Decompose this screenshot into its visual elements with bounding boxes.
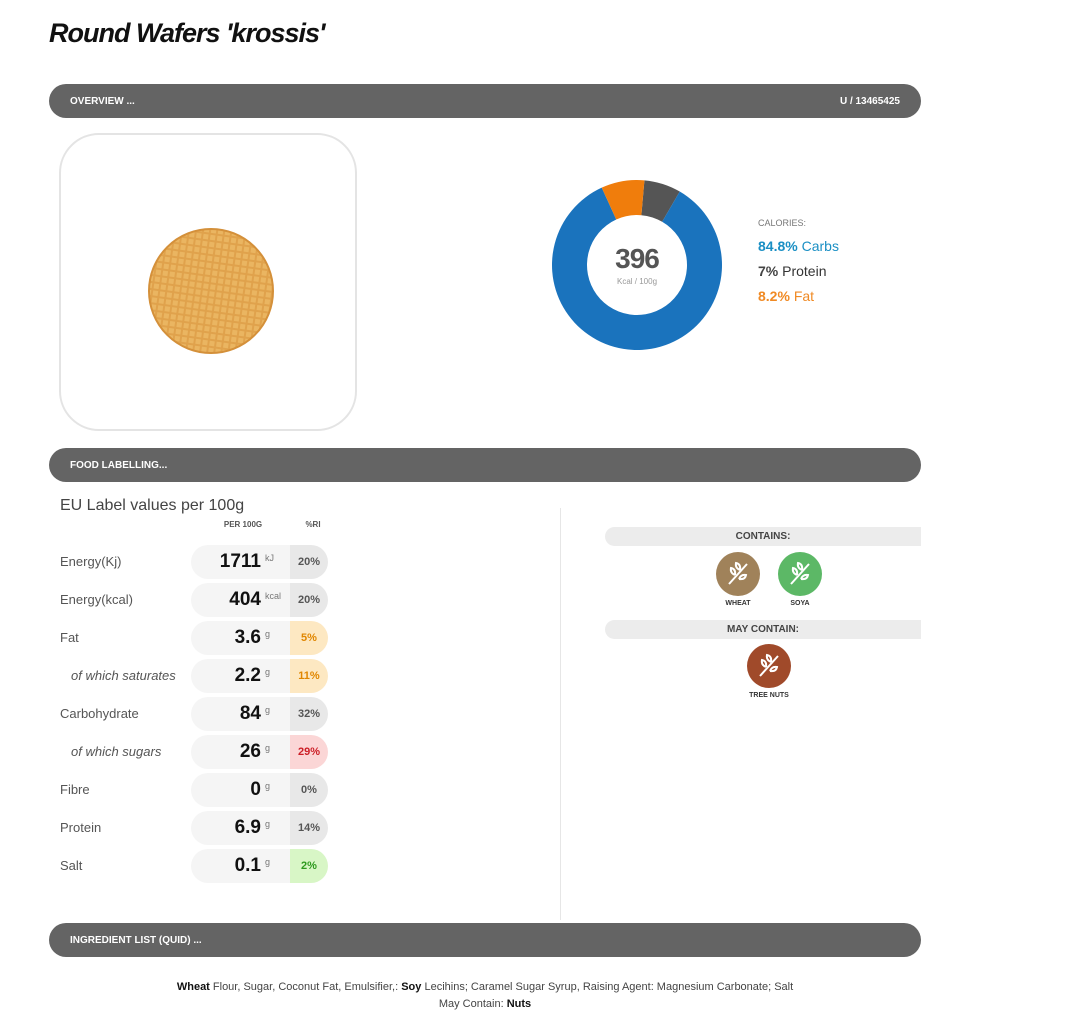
amount-cell	[191, 545, 290, 579]
allergen-label: SOYA	[790, 600, 810, 607]
nutrient-label: Carbohydrate	[60, 706, 139, 721]
amount-cell	[191, 811, 290, 845]
contains-bar: CONTAINS:	[605, 527, 921, 546]
may-contain-line: May Contain: Nuts	[0, 998, 970, 1010]
nutrient-label: Fat	[60, 630, 79, 645]
allergen-label: WHEAT	[725, 600, 751, 607]
ri-value: 20%	[290, 545, 328, 579]
icon-glyph	[759, 653, 779, 677]
calorie-total: 396	[615, 243, 659, 274]
legend-name: Fat	[793, 288, 815, 304]
amount-unit: g	[265, 781, 271, 791]
amount-cell	[191, 773, 290, 807]
ri-value: 2%	[290, 849, 328, 883]
amount-value: 84	[239, 703, 261, 724]
amount-value: 404	[229, 589, 261, 610]
legend-name: Carbs	[801, 238, 839, 254]
amount-unit: g	[265, 819, 271, 829]
amount-unit: g	[265, 857, 271, 867]
ingredient-text: Flour, Sugar, Coconut Fat, Emulsifier,:	[209, 981, 402, 993]
amount-unit: g	[265, 629, 271, 639]
nutrient-label: Energy(Kj)	[60, 554, 122, 569]
ri-value: 14%	[290, 811, 328, 845]
legend-entry: 7% Protein	[758, 263, 826, 279]
amount-unit: g	[265, 743, 271, 753]
allergen-icon	[778, 552, 822, 596]
donut-segment	[601, 180, 645, 220]
section-heading: INGREDIENT LIST (QUID) ...	[70, 935, 202, 946]
legend-entry: 8.2% Fat	[758, 288, 814, 304]
nutrient-label: Fibre	[60, 782, 90, 797]
nutrient-label: Energy(kcal)	[60, 592, 133, 607]
amount-cell	[191, 697, 290, 731]
column-header: %RI	[305, 520, 321, 529]
product-title: Round Wafers 'krossis'	[49, 18, 325, 48]
amount-value: 0.1	[234, 855, 261, 876]
donut-segment	[552, 187, 722, 350]
ingredient-text: Nuts	[506, 998, 532, 1010]
ri-value: 5%	[290, 621, 328, 655]
amount-value: 6.9	[234, 817, 261, 838]
ingredient-line: Wheat Flour, Sugar, Coconut Fat, Emulsif…	[0, 981, 970, 993]
amount-cell	[191, 583, 290, 617]
amount-unit: kcal	[265, 591, 282, 601]
amount-value: 0	[250, 779, 261, 800]
amount-unit: g	[265, 667, 271, 677]
section-bar: OVERVIEW ... U / 13465425	[49, 84, 921, 118]
allergen-label: TREE NUTS	[749, 692, 789, 699]
legend-value: 84.8%	[758, 238, 798, 254]
ri-value: 29%	[290, 735, 328, 769]
amount-cell	[191, 621, 290, 655]
amount-value: 2.2	[234, 665, 261, 686]
product-image	[148, 228, 274, 354]
may-contain-bar: MAY CONTAIN:	[605, 620, 921, 639]
section-heading: FOOD LABELLING...	[70, 460, 168, 471]
legend-name: Protein	[782, 263, 827, 279]
calorie-unit: Kcal / 100g	[617, 277, 657, 286]
section-heading: OVERVIEW ...	[70, 96, 135, 107]
allergen-icon	[716, 552, 760, 596]
amount-unit: g	[265, 705, 271, 715]
legend-value: 7%	[758, 263, 779, 279]
ingredient-text: Wheat	[176, 981, 210, 993]
amount-value: 1711	[219, 551, 261, 572]
ri-value: 20%	[290, 583, 328, 617]
ingredient-text: May Contain:	[438, 998, 507, 1010]
table-subtitle: EU Label values per 100g	[60, 497, 245, 514]
ri-value: 32%	[290, 697, 328, 731]
amount-value: 3.6	[234, 627, 261, 648]
product-code: U / 13465425	[839, 96, 900, 107]
calorie-donut: 396 Kcal / 100g	[552, 180, 722, 350]
ri-value: 0%	[290, 773, 328, 807]
column-header: PER 100G	[223, 520, 263, 529]
nutrient-label: of which sugars	[71, 744, 162, 759]
legend-entry: 84.8% Carbs	[758, 238, 839, 254]
donut-segment	[641, 180, 680, 222]
calories-heading: CALORIES:	[758, 218, 807, 228]
amount-unit: kJ	[265, 553, 274, 563]
ri-value: 11%	[290, 659, 328, 693]
ingredient-text: Lecihins; Caramel Sugar Syrup, Raising A…	[421, 981, 794, 993]
amount-value: 26	[239, 741, 261, 762]
section-bar: INGREDIENT LIST (QUID) ...	[49, 923, 921, 957]
amount-cell	[191, 659, 290, 693]
amount-cell	[191, 849, 290, 883]
section-bar: FOOD LABELLING...	[49, 448, 921, 482]
product-image-frame	[59, 133, 357, 431]
nutrient-label: of which saturates	[71, 668, 176, 683]
icon-glyph	[728, 561, 748, 585]
divider	[560, 508, 561, 920]
amount-cell	[191, 735, 290, 769]
nutrient-label: Salt	[60, 858, 83, 873]
allergen-icon	[747, 644, 791, 688]
legend-value: 8.2%	[758, 288, 790, 304]
icon-glyph	[790, 561, 810, 585]
ingredient-text: Soy	[401, 981, 422, 993]
nutrient-label: Protein	[60, 820, 102, 835]
